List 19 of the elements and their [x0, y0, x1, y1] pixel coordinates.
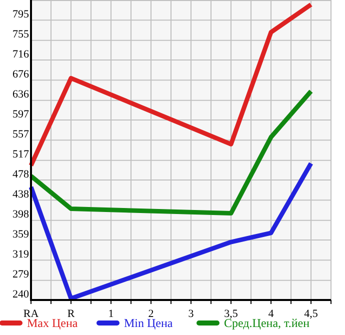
x-tick-label: 4	[268, 308, 274, 320]
y-tick-label: 676	[12, 68, 30, 80]
y-tick-label: 755	[12, 28, 30, 41]
y-tick-label: 478	[12, 168, 30, 180]
y-tick-label: 359	[12, 228, 30, 240]
y-tick-label: 795	[12, 8, 30, 20]
y-tick-label: 517	[12, 148, 30, 161]
y-tick-label: 279	[12, 268, 30, 281]
y-tick-label: 636	[12, 88, 30, 101]
x-tick-label: 1	[108, 308, 114, 320]
y-tick-label: 597	[12, 108, 30, 120]
y-tick-label: 398	[12, 208, 30, 221]
y-tick-label: 557	[12, 128, 30, 140]
y-tick-label: 240	[12, 288, 30, 300]
y-tick-label: 716	[12, 48, 30, 60]
x-tick-label: 4,5	[304, 308, 318, 320]
x-tick-label: 3	[188, 308, 194, 320]
y-tick-label: 319	[12, 248, 30, 260]
y-tick-label: 438	[12, 188, 30, 200]
